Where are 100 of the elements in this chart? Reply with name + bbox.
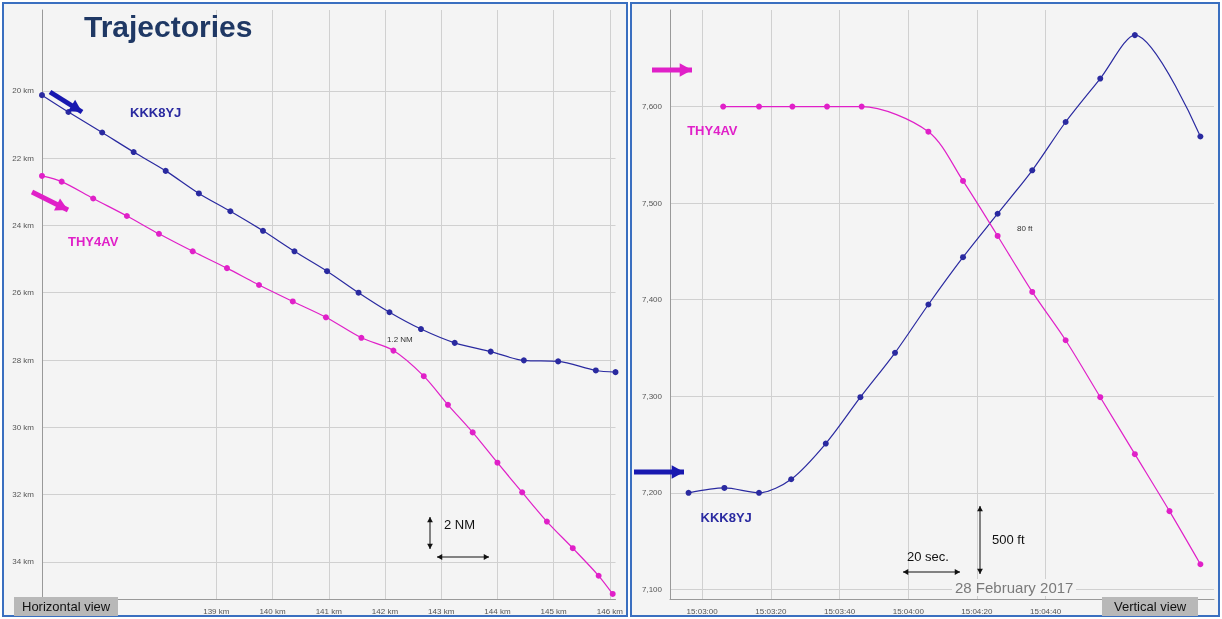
x-tick-label: 139 km (203, 606, 230, 616)
point (390, 347, 397, 354)
point (789, 103, 796, 110)
x-tick-label: 145 km (540, 606, 568, 616)
point (857, 394, 864, 401)
y-tick-label: 7,300 (641, 391, 663, 401)
point (994, 210, 1001, 217)
point (685, 489, 692, 496)
point (90, 195, 97, 202)
point (444, 401, 451, 408)
point (960, 177, 967, 184)
point (155, 230, 162, 237)
point (99, 129, 106, 136)
series-label: KKK8YJ (130, 104, 182, 120)
point (189, 248, 196, 255)
point (39, 172, 45, 179)
point (420, 373, 427, 380)
annotation: 1.2 NM (387, 335, 413, 344)
point (324, 268, 331, 275)
point (612, 369, 619, 376)
point (1097, 75, 1104, 82)
point (358, 334, 365, 341)
point (291, 248, 298, 255)
annotation: Vertical view (1102, 597, 1199, 616)
point (925, 301, 932, 308)
point (289, 298, 296, 305)
y-tick-label: 28 km (12, 355, 35, 365)
y-tick-label: 32 km (12, 490, 35, 500)
point (892, 349, 899, 356)
point (756, 489, 763, 496)
point (569, 545, 576, 552)
point (1197, 133, 1204, 140)
point (824, 103, 831, 110)
point (788, 476, 795, 483)
x-tick-label: 15:04:00 (892, 606, 925, 616)
annotation: 20 sec. (907, 549, 949, 564)
y-tick-label: 7,500 (641, 198, 663, 208)
point (960, 254, 967, 261)
point (756, 103, 763, 110)
y-tick-label: 34 km (12, 557, 35, 567)
point (925, 128, 932, 135)
y-tick-label: 20 km (12, 86, 35, 96)
annotation: 500 ft (992, 532, 1025, 547)
y-tick-label: 24 km (12, 220, 35, 230)
x-tick-label: 140 km (259, 606, 286, 616)
point (1029, 167, 1036, 174)
point (123, 212, 130, 219)
point (1097, 394, 1104, 401)
annotation: 2 NM (444, 517, 476, 532)
annotation: 28 February 2017 (952, 579, 1077, 596)
point (39, 92, 45, 99)
point (256, 281, 263, 288)
x-tick-label: 146 km (596, 606, 624, 616)
y-tick-label: 7,200 (641, 488, 663, 498)
x-tick-label: 15:04:40 (1030, 606, 1062, 616)
point (223, 265, 230, 272)
point (195, 190, 202, 197)
x-tick-label: 141 km (315, 606, 343, 616)
point (469, 429, 476, 436)
x-tick-label: 143 km (428, 606, 455, 616)
x-tick-label: 142 km (371, 606, 399, 616)
point (487, 348, 494, 355)
point (519, 489, 526, 496)
point (520, 357, 527, 364)
point (417, 326, 424, 333)
point (355, 289, 362, 296)
y-tick-label: 7,600 (641, 102, 663, 112)
point (555, 358, 562, 365)
point (259, 227, 266, 234)
point (994, 232, 1001, 239)
x-tick-label: 15:04:20 (961, 606, 993, 616)
point (451, 339, 458, 346)
y-tick-label: 30 km (12, 422, 35, 432)
chart-title: Trajectories (84, 9, 253, 43)
x-tick-label: 15:03:40 (823, 606, 856, 616)
series-label: THY4AV (68, 234, 119, 250)
point (1131, 32, 1138, 39)
point (1029, 288, 1036, 295)
point (1166, 508, 1173, 515)
annotation: Horizontal view (14, 597, 119, 616)
point (1131, 451, 1138, 458)
point (162, 167, 169, 174)
point (494, 459, 501, 466)
annotation: 80 ft (1017, 224, 1033, 233)
point (595, 572, 602, 579)
point (1062, 119, 1069, 125)
series-label: THY4AV (687, 123, 738, 139)
point (592, 367, 599, 374)
point (130, 149, 137, 156)
y-tick-label: 22 km (12, 153, 35, 163)
point (58, 178, 65, 185)
point (822, 440, 829, 447)
point (322, 314, 329, 321)
series-label: KKK8YJ (700, 510, 752, 526)
y-tick-label: 26 km (12, 288, 35, 298)
point (1197, 561, 1204, 568)
x-tick-label: 144 km (484, 606, 511, 616)
point (609, 590, 616, 597)
point (858, 103, 865, 110)
point (720, 103, 727, 110)
